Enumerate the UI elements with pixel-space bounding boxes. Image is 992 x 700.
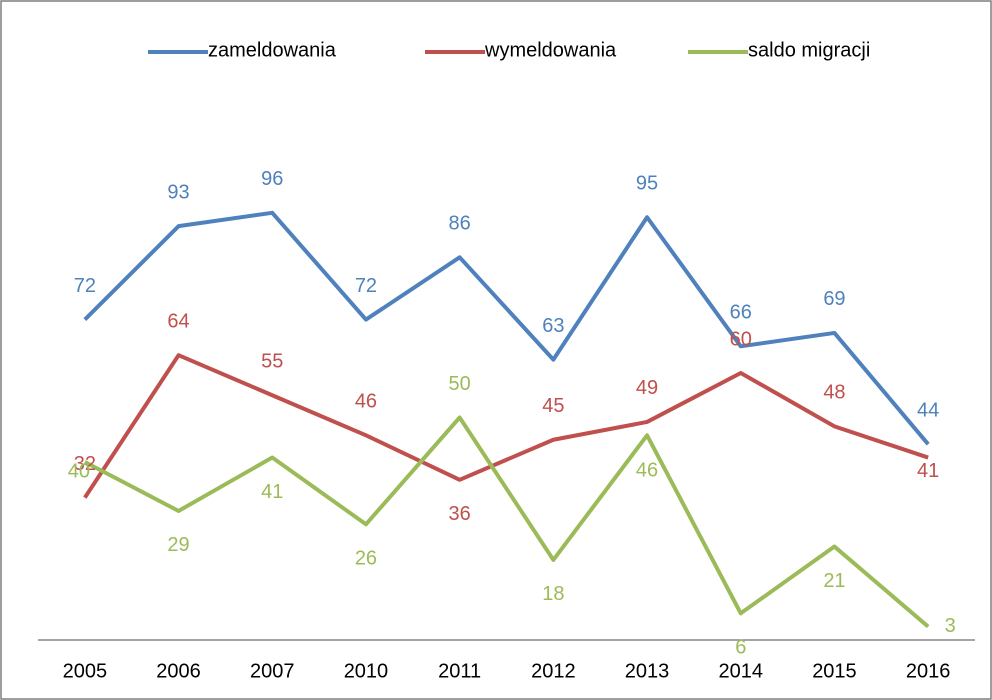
data-label: 45 bbox=[542, 395, 564, 417]
data-label: 6 bbox=[735, 637, 746, 659]
data-label: 46 bbox=[355, 391, 377, 413]
x-tick-label: 2005 bbox=[63, 660, 108, 682]
data-label: 60 bbox=[730, 328, 752, 350]
data-label: 66 bbox=[730, 302, 752, 324]
data-label: 21 bbox=[823, 570, 845, 592]
x-tick-label: 2016 bbox=[906, 660, 951, 682]
data-label: 41 bbox=[261, 481, 283, 503]
data-label: 49 bbox=[636, 377, 658, 399]
data-label: 86 bbox=[449, 213, 471, 235]
data-label: 41 bbox=[917, 460, 939, 482]
data-label: 3 bbox=[945, 615, 956, 637]
data-label: 18 bbox=[542, 583, 564, 605]
data-label: 69 bbox=[823, 288, 845, 310]
data-label: 93 bbox=[167, 181, 189, 203]
x-tick-label: 2011 bbox=[438, 660, 481, 682]
data-label: 55 bbox=[261, 351, 283, 373]
data-label: 40 bbox=[68, 460, 90, 482]
legend-label: wymeldowania bbox=[484, 39, 617, 61]
legend-label: saldo migracji bbox=[748, 39, 870, 61]
data-label: 95 bbox=[636, 173, 658, 195]
x-tick-label: 2012 bbox=[531, 660, 576, 682]
series-line bbox=[83, 353, 929, 499]
legend-label: zameldowania bbox=[208, 39, 337, 61]
x-tick-label: 2013 bbox=[625, 660, 670, 682]
data-label: 72 bbox=[74, 275, 96, 297]
data-label: 48 bbox=[823, 382, 845, 404]
data-label: 44 bbox=[917, 399, 939, 421]
data-label: 72 bbox=[355, 275, 377, 297]
series-line bbox=[83, 415, 930, 629]
series-line bbox=[83, 210, 930, 446]
data-label: 46 bbox=[636, 460, 658, 482]
data-label: 64 bbox=[167, 310, 189, 332]
x-tick-label: 2015 bbox=[812, 660, 857, 682]
x-tick-label: 2014 bbox=[719, 660, 764, 682]
data-label: 96 bbox=[261, 168, 283, 190]
data-label: 50 bbox=[449, 373, 471, 395]
x-tick-label: 2006 bbox=[156, 660, 201, 682]
x-tick-label: 2007 bbox=[250, 660, 295, 682]
data-label: 29 bbox=[167, 534, 189, 556]
data-label: 32 bbox=[74, 453, 96, 475]
data-label: 63 bbox=[542, 315, 564, 337]
data-label: 26 bbox=[355, 548, 377, 570]
data-label: 36 bbox=[449, 503, 471, 525]
x-tick-label: 2010 bbox=[344, 660, 389, 682]
